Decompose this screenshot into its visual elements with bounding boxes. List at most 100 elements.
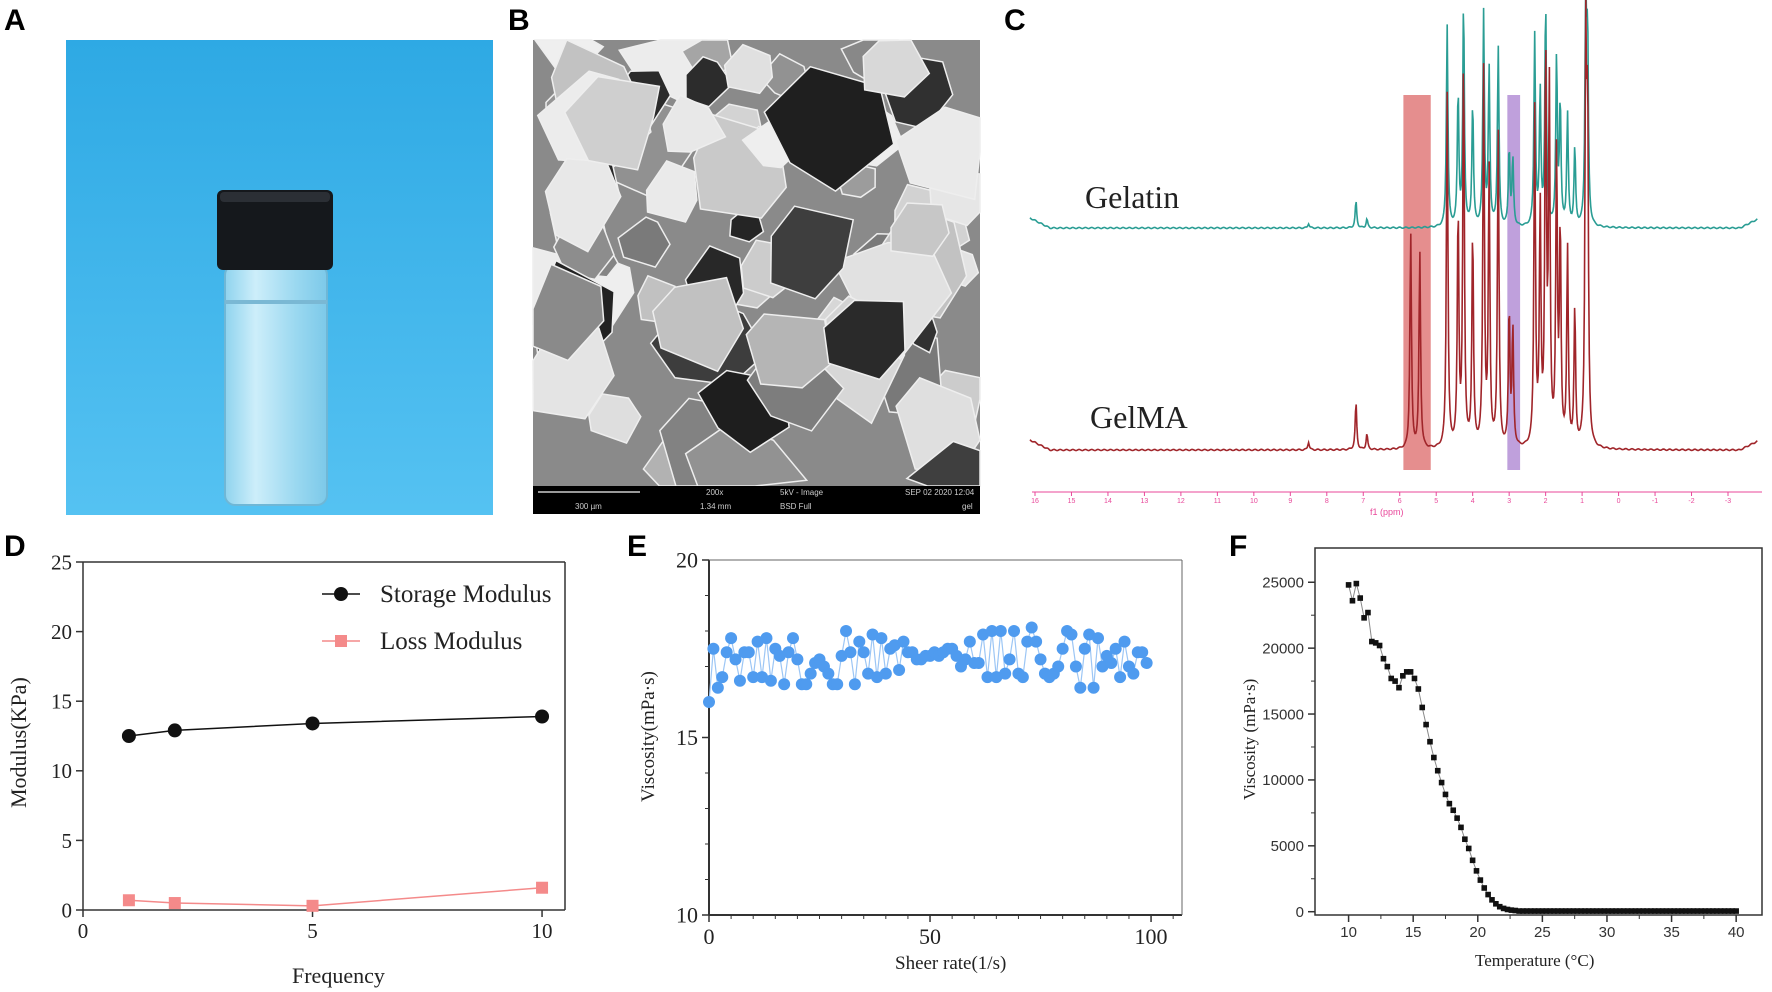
viscosity-point: [725, 632, 738, 645]
viscosity-point: [1679, 908, 1685, 914]
viscosity-point: [1663, 908, 1670, 914]
storage-point: [167, 723, 182, 738]
x-tick-label: 11: [1214, 498, 1221, 505]
viscosity-point: [1477, 877, 1484, 883]
viscosity-point: [1686, 908, 1693, 914]
nmr-x-axis-label: f1 (ppm): [1370, 507, 1404, 517]
modulus-chart: 0 5 10 0 5 10 15 20 25: [51, 550, 566, 943]
x-tick-label: 8: [1325, 498, 1329, 505]
x-tick-label: 100: [1135, 924, 1168, 949]
viscosity-point: [1733, 908, 1739, 914]
viscosity-point: [1485, 891, 1491, 898]
viscosity-point: [1372, 640, 1379, 646]
x-tick-label: 10: [1340, 924, 1357, 941]
y-tick-label: 15: [51, 690, 72, 714]
pore-cell: [769, 205, 855, 300]
pore-cell: [894, 106, 981, 201]
y-tick-label: 15000: [1262, 706, 1304, 723]
viscosity-point: [1690, 908, 1697, 914]
viscosity-point: [1729, 908, 1736, 914]
series-line-1: [128, 886, 543, 907]
viscosity-point: [1512, 907, 1519, 914]
y-tick-label: 0: [1296, 904, 1304, 921]
legend-loss-marker: [335, 635, 347, 647]
viscosity-point: [1056, 642, 1069, 655]
pore-cell: [532, 263, 605, 362]
sem-label: gel: [962, 502, 973, 511]
x-tick-label: 1: [1580, 498, 1584, 505]
sem-scale-text: 300 µm: [575, 502, 602, 511]
legend-storage-marker: [334, 587, 348, 601]
x-tick-label: 16: [1031, 498, 1039, 505]
viscosity-point: [778, 678, 791, 691]
x-tick-label: 20: [1469, 924, 1486, 941]
x-tick-label: 15: [1405, 924, 1422, 941]
viscosity-point: [1589, 908, 1596, 914]
viscosity-point: [1551, 908, 1557, 914]
viscosity-point: [1508, 907, 1515, 913]
viscosity-point: [1092, 632, 1105, 645]
viscosity-point: [1609, 908, 1615, 914]
pore-cell: [617, 216, 671, 268]
y-tick-label: 10000: [1262, 772, 1304, 789]
viscosity-point: [1582, 908, 1588, 914]
y-tick-label: 15: [676, 725, 698, 750]
pore-cell: [745, 313, 833, 389]
viscosity-point: [1034, 653, 1047, 666]
storage-point: [535, 709, 550, 724]
viscosity-point: [1659, 908, 1666, 914]
viscosity-point: [1052, 660, 1065, 673]
viscosity-point: [1450, 807, 1457, 814]
viscosity-point: [1438, 779, 1445, 786]
viscosity-point: [1109, 642, 1122, 655]
x-tick-label: 13: [1141, 498, 1149, 505]
viscosity-point: [786, 632, 799, 645]
viscosity-point: [972, 656, 985, 669]
x-tick-label: 14: [1104, 498, 1112, 505]
y-tick-label: 20: [676, 548, 698, 573]
viscosity-point: [1127, 667, 1140, 680]
pore-cell: [685, 55, 734, 108]
viscosity-point: [1489, 897, 1495, 903]
pore-cell: [723, 43, 774, 95]
viscosity-point: [1671, 908, 1677, 914]
y-tick-label: 5000: [1271, 838, 1304, 855]
viscosity-point: [1710, 908, 1716, 914]
pore-cell: [645, 159, 698, 223]
viscosity-point: [1380, 655, 1387, 662]
viscosity-point: [1136, 646, 1149, 659]
shear-viscosity-chart: 0 50 100 10 15 20: [676, 548, 1183, 949]
viscosity-point: [1504, 906, 1511, 913]
viscosity-point: [1520, 908, 1526, 914]
viscosity-point: [1543, 908, 1550, 914]
legend-loss-label: Loss Modulus: [380, 628, 522, 655]
viscosity-point: [1644, 908, 1650, 914]
viscosity-point: [804, 667, 817, 680]
x-tick-label: 50: [919, 924, 941, 949]
viscosity-point: [1655, 908, 1662, 914]
viscosity-point: [1419, 704, 1426, 711]
viscosity-point: [1016, 671, 1029, 684]
viscosity-point: [1105, 656, 1118, 669]
x-tick-label: 10: [1250, 498, 1258, 505]
viscosity-point: [994, 625, 1007, 637]
viscosity-point: [1427, 738, 1433, 745]
viscosity-point: [720, 646, 733, 659]
viscosity-point: [1496, 903, 1503, 910]
viscosity-point: [1462, 836, 1468, 843]
x-tick-label: 30: [1599, 924, 1616, 941]
viscosity-point: [1411, 675, 1418, 682]
viscosity-point: [1069, 660, 1082, 673]
pore-cell: [563, 75, 661, 171]
panel-label-b: B: [508, 4, 530, 37]
viscosity-point: [1454, 815, 1460, 821]
viscosity-point: [1651, 908, 1658, 914]
viscosity-point: [1698, 908, 1705, 914]
viscosity-point: [985, 625, 998, 637]
viscosity-point: [1667, 908, 1674, 914]
viscosity-point: [1349, 597, 1356, 604]
viscosity-point: [729, 653, 742, 666]
viscosity-point: [1434, 767, 1441, 774]
panel-label-c: C: [1004, 4, 1026, 37]
viscosity-point: [1531, 908, 1538, 914]
